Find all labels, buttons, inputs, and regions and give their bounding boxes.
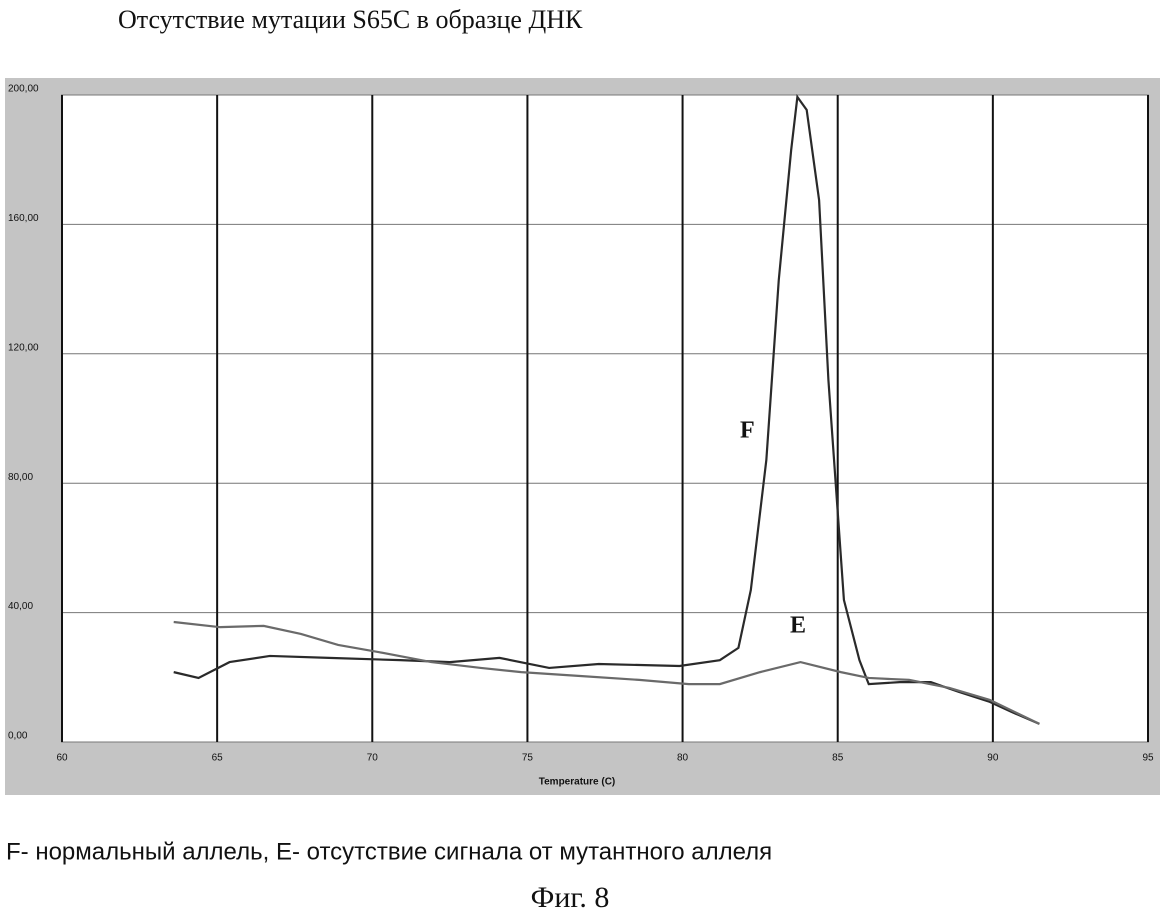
x-tick-label: 70 <box>367 753 379 764</box>
y-tick-label: 160,00 <box>8 213 39 224</box>
page: {"chart_data": {"type": "line", "title":… <box>0 0 1168 920</box>
x-tick-label: 75 <box>522 753 534 764</box>
x-axis-label: Temperature (C) <box>539 777 616 788</box>
x-tick-label: 90 <box>987 753 999 764</box>
y-tick-label: 0,00 <box>8 731 28 742</box>
y-tick-label: 200,00 <box>8 84 39 95</box>
y-tick-label: 120,00 <box>8 342 39 353</box>
x-tick-label: 95 <box>1142 753 1154 764</box>
chart-title: Отсутствие мутации S65C в образце ДНК <box>118 5 583 34</box>
plot-area <box>62 95 1148 742</box>
x-tick-label: 80 <box>677 753 689 764</box>
x-tick-label: 60 <box>56 753 68 764</box>
series-label: E <box>790 613 806 639</box>
figure: Отсутствие мутации S65C в образце ДНК 0,… <box>0 0 1168 920</box>
caption: F- нормальный аллель, E- отсутствие сигн… <box>6 838 772 865</box>
y-tick-label: 80,00 <box>8 472 33 483</box>
series-label: F <box>740 418 755 444</box>
figure-label: Фиг. 8 <box>531 881 610 914</box>
y-tick-label: 40,00 <box>8 601 33 612</box>
x-tick-label: 65 <box>212 753 224 764</box>
x-tick-label: 85 <box>832 753 844 764</box>
